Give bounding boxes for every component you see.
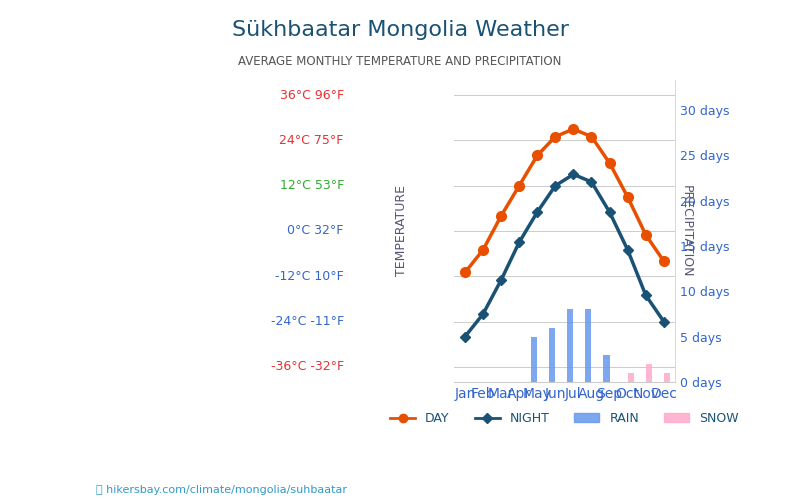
DAY — [460, 270, 470, 276]
Bar — [585, 310, 591, 382]
NIGHT — [586, 179, 596, 185]
Text: 0°C 32°F: 0°C 32°F — [287, 224, 344, 237]
Bar — [567, 310, 574, 382]
Text: 24°C 75°F: 24°C 75°F — [279, 134, 344, 147]
Text: 12°C 53°F: 12°C 53°F — [280, 179, 344, 192]
NIGHT — [641, 292, 650, 298]
Bar — [603, 355, 610, 382]
Y-axis label: PRECIPITATION: PRECIPITATION — [679, 184, 692, 277]
Text: Sükhbaatar Mongolia Weather: Sükhbaatar Mongolia Weather — [231, 20, 569, 40]
NIGHT — [569, 172, 578, 177]
Bar — [664, 373, 670, 382]
Bar — [549, 328, 555, 382]
NIGHT — [533, 209, 542, 215]
Legend: DAY, NIGHT, RAIN, SNOW: DAY, NIGHT, RAIN, SNOW — [385, 407, 744, 430]
DAY — [623, 194, 633, 200]
Bar — [531, 336, 538, 382]
Bar — [628, 373, 634, 382]
DAY — [659, 258, 669, 264]
Text: -12°C 10°F: -12°C 10°F — [275, 270, 344, 283]
DAY — [533, 152, 542, 158]
Bar — [646, 364, 652, 382]
NIGHT — [550, 182, 560, 188]
DAY — [478, 247, 488, 253]
DAY — [514, 182, 524, 188]
NIGHT — [460, 334, 470, 340]
Text: -24°C -11°F: -24°C -11°F — [270, 315, 344, 328]
NIGHT — [478, 311, 488, 317]
Line: DAY: DAY — [460, 124, 669, 278]
DAY — [586, 134, 596, 140]
NIGHT — [514, 240, 524, 246]
NIGHT — [605, 209, 614, 215]
DAY — [550, 134, 560, 140]
DAY — [569, 126, 578, 132]
Text: 📍 hikersbay.com/climate/mongolia/suhbaatar: 📍 hikersbay.com/climate/mongolia/suhbaat… — [96, 485, 347, 495]
Text: 36°C 96°F: 36°C 96°F — [280, 88, 344, 102]
NIGHT — [623, 247, 633, 253]
Text: -36°C -32°F: -36°C -32°F — [270, 360, 344, 374]
Line: NIGHT: NIGHT — [462, 171, 667, 340]
DAY — [496, 213, 506, 219]
NIGHT — [496, 277, 506, 283]
Text: AVERAGE MONTHLY TEMPERATURE AND PRECIPITATION: AVERAGE MONTHLY TEMPERATURE AND PRECIPIT… — [238, 55, 562, 68]
NIGHT — [659, 318, 669, 324]
Y-axis label: TEMPERATURE: TEMPERATURE — [394, 186, 407, 276]
DAY — [605, 160, 614, 166]
DAY — [641, 232, 650, 237]
